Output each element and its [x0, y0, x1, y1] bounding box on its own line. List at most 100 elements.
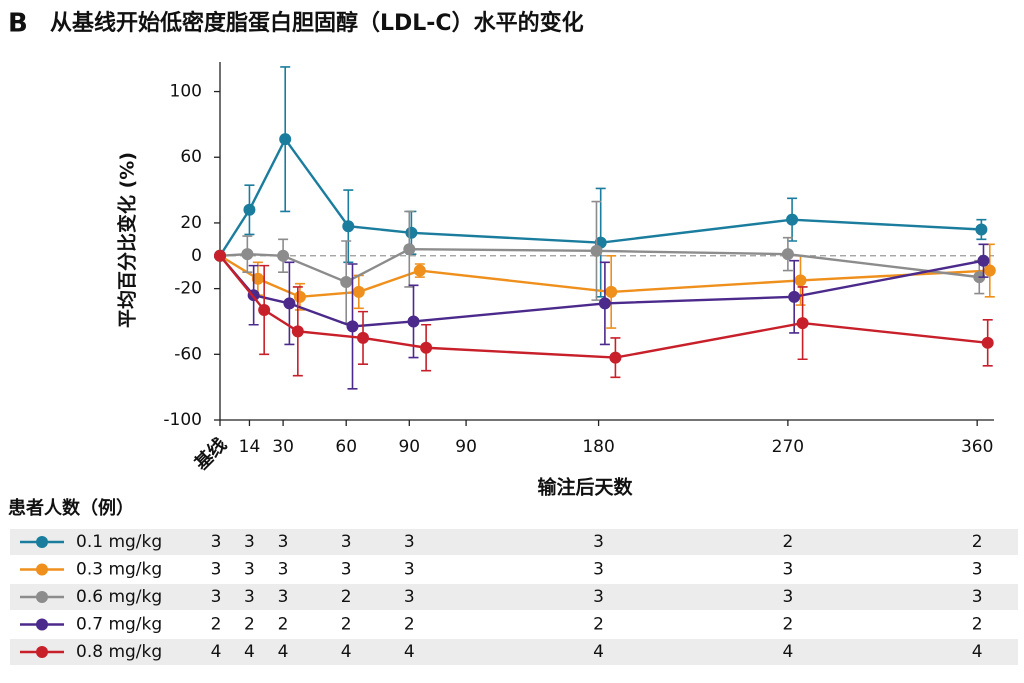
data-point [258, 303, 271, 316]
patient-count: 3 [782, 587, 793, 607]
patient-count: 3 [404, 587, 415, 607]
patient-count: 3 [244, 560, 255, 580]
patient-count: 3 [244, 587, 255, 607]
data-point [590, 244, 603, 257]
patient-count: 2 [972, 615, 983, 635]
patient-count: 3 [278, 532, 289, 552]
data-point [340, 276, 353, 289]
data-point [251, 272, 264, 285]
data-point [605, 285, 618, 298]
data-point [609, 351, 622, 364]
data-point [352, 285, 365, 298]
legend-label: 0.6 mg/kg [76, 587, 162, 607]
table-row-bg [10, 529, 1018, 555]
patient-count: 4 [244, 642, 255, 662]
patient-count: 2 [782, 615, 793, 635]
legend-marker [36, 646, 48, 658]
y-tick-label: 0 [191, 246, 202, 266]
x-tick-label: 180 [582, 437, 614, 457]
data-point [413, 264, 426, 277]
patient-count: 4 [593, 642, 604, 662]
patient-count: 2 [244, 615, 255, 635]
data-point [788, 290, 801, 303]
data-point [781, 248, 794, 261]
data-point [291, 325, 304, 338]
legend-marker [36, 591, 48, 603]
data-point [403, 243, 416, 256]
patient-count: 4 [278, 642, 289, 662]
patient-count: 3 [211, 532, 222, 552]
data-point [975, 223, 988, 236]
data-point [346, 320, 359, 333]
legend-label: 0.1 mg/kg [76, 532, 162, 552]
y-tick-label: -20 [174, 279, 202, 299]
x-axis-label: 输注后天数 [537, 476, 633, 499]
legend-marker [36, 563, 48, 576]
data-point [981, 336, 994, 349]
patient-count: 3 [404, 560, 415, 580]
patient-count: 3 [244, 532, 255, 552]
x-tick-label: 基线 [189, 434, 231, 476]
x-tick-label: 60 [335, 437, 357, 457]
legend-label: 0.3 mg/kg [76, 560, 162, 580]
x-tick-label: 30 [272, 437, 294, 457]
patient-count: 2 [404, 615, 415, 635]
table-row-bg [10, 584, 1018, 610]
series-line [219, 255, 984, 328]
patient-count: 2 [972, 532, 983, 552]
patient-count: 2 [278, 615, 289, 635]
legend-marker [36, 536, 48, 548]
y-tick-label: -100 [163, 410, 202, 430]
legend-marker [36, 618, 48, 631]
y-axis-label: 平均百分比变化 (%) [116, 152, 139, 328]
data-point [357, 331, 370, 344]
data-point [983, 264, 996, 277]
patient-count: 3 [404, 532, 415, 552]
data-point [786, 213, 799, 226]
x-tick-label: 90 [398, 437, 420, 457]
patient-count: 3 [211, 560, 222, 580]
data-point [241, 248, 254, 261]
series-line [218, 136, 982, 257]
data-point [598, 297, 611, 310]
data-point [420, 341, 433, 354]
data-point [243, 203, 256, 216]
patient-count: 2 [211, 615, 222, 635]
x-tick-label: 14 [239, 437, 261, 457]
series-line [219, 255, 988, 359]
patient-count: 3 [972, 587, 983, 607]
patient-count: 2 [341, 587, 352, 607]
data-point [794, 274, 807, 287]
patient-count: 4 [972, 642, 983, 662]
patient-count: 3 [278, 587, 289, 607]
data-point [342, 220, 355, 233]
x-tick-label: 270 [772, 437, 804, 457]
data-point [977, 254, 990, 267]
table-row-bg [10, 639, 1018, 665]
data-point [214, 249, 226, 262]
patient-count: 3 [593, 560, 604, 580]
y-tick-label: 20 [180, 213, 202, 233]
x-tick-label: 90 [455, 437, 477, 457]
patient-count: 3 [341, 532, 352, 552]
legend-label: 0.8 mg/kg [76, 642, 162, 662]
patient-count: 2 [593, 615, 604, 635]
legend-label: 0.7 mg/kg [76, 615, 162, 635]
data-point [796, 317, 809, 330]
table-title: 患者人数（例） [8, 497, 134, 519]
patient-count: 2 [341, 615, 352, 635]
patient-count: 4 [404, 642, 415, 662]
x-tick-label: 360 [961, 437, 993, 457]
patient-count: 3 [341, 560, 352, 580]
patient-count: 4 [782, 642, 793, 662]
data-point [283, 297, 296, 310]
panel-label: B [8, 9, 28, 39]
patient-count: 3 [972, 560, 983, 580]
patient-count: 4 [341, 642, 352, 662]
chart-title: 从基线开始低密度脂蛋白胆固醇（LDL-C）水平的变化 [50, 10, 584, 36]
patient-count: 3 [782, 560, 793, 580]
data-point [405, 226, 418, 239]
y-tick-label: 100 [170, 82, 202, 102]
patient-count: 3 [278, 560, 289, 580]
